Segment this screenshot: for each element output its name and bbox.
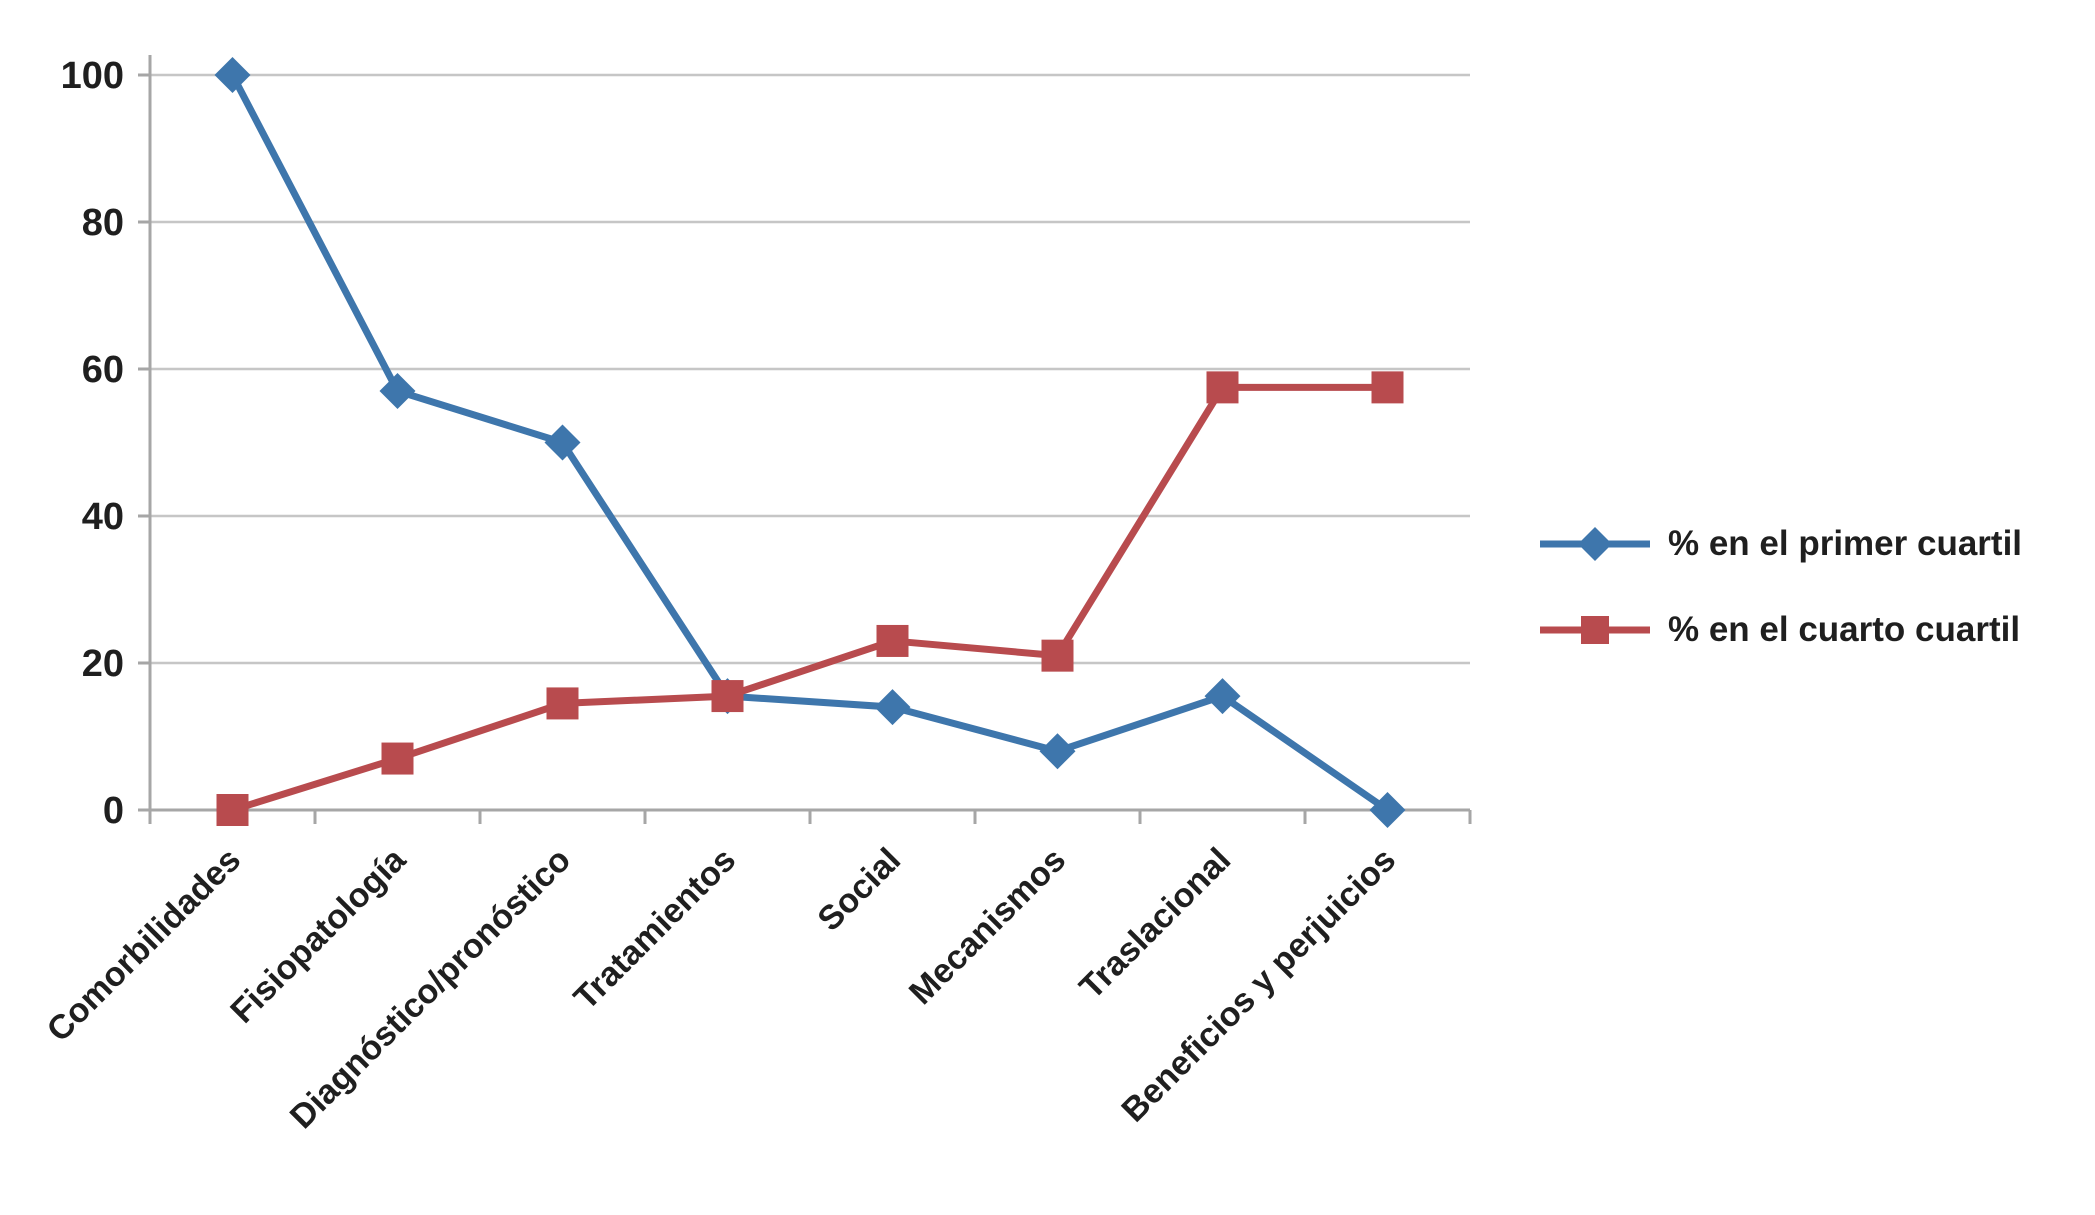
y-tick-label: 80: [82, 202, 124, 244]
legend-label: % en el primer cuartil: [1668, 524, 2023, 563]
legend-marker-square-icon: [1540, 616, 1650, 644]
legend-item-cuarto-cuartil: % en el cuarto cuartil: [1540, 608, 2022, 652]
legend-square-icon: [1581, 616, 1609, 644]
series-1-square-marker: [876, 624, 909, 657]
series-0-diamond-marker: [379, 373, 416, 410]
series-0-diamond-marker: [1204, 678, 1241, 715]
series-0-diamond-marker: [1369, 792, 1406, 828]
legend-item-primer-cuartil: % en el primer cuartil: [1540, 522, 2022, 566]
series-line-1: [231, 383, 1388, 814]
x-category-label: Fisiopatología: [223, 840, 414, 1031]
y-tick-label: 0: [103, 790, 124, 832]
x-category-label: Tratamientos: [567, 841, 744, 1018]
series-0-diamond-marker: [1039, 733, 1076, 770]
series-1-square-marker: [1206, 371, 1239, 404]
x-category-label: Comorbilidades: [40, 841, 249, 1050]
legend-diamond-icon: [1578, 527, 1612, 561]
x-category-label: Traslacional: [1072, 841, 1238, 1007]
x-category-label: Beneficios y perjuicios: [1114, 841, 1403, 1130]
x-category-label: Mecanismos: [902, 841, 1073, 1012]
y-tick-label: 20: [82, 643, 124, 685]
series-1-square-marker: [216, 794, 249, 826]
series-1-square-marker: [1371, 371, 1404, 404]
chart-legend: % en el primer cuartil % en el cuarto cu…: [1540, 522, 2022, 652]
series-1-square-marker: [546, 687, 579, 720]
series-1-square-marker: [381, 742, 414, 775]
series-0-diamond-marker: [214, 57, 251, 93]
y-tick-label: 100: [61, 55, 124, 97]
x-category-label: Social: [810, 841, 908, 939]
series-0-diamond-marker: [874, 689, 911, 726]
series-1-square-marker: [711, 680, 744, 713]
series-line-0: [229, 73, 1390, 813]
legend-marker-diamond-icon: [1540, 527, 1650, 561]
series-1-square-marker: [1041, 639, 1074, 672]
y-tick-label: 40: [82, 496, 124, 538]
y-tick-label: 60: [82, 349, 124, 391]
x-category-label: Diagnóstico/pronóstico: [283, 841, 578, 1136]
series-0-diamond-marker: [544, 424, 581, 461]
legend-label: % en el cuarto cuartil: [1668, 610, 2021, 649]
